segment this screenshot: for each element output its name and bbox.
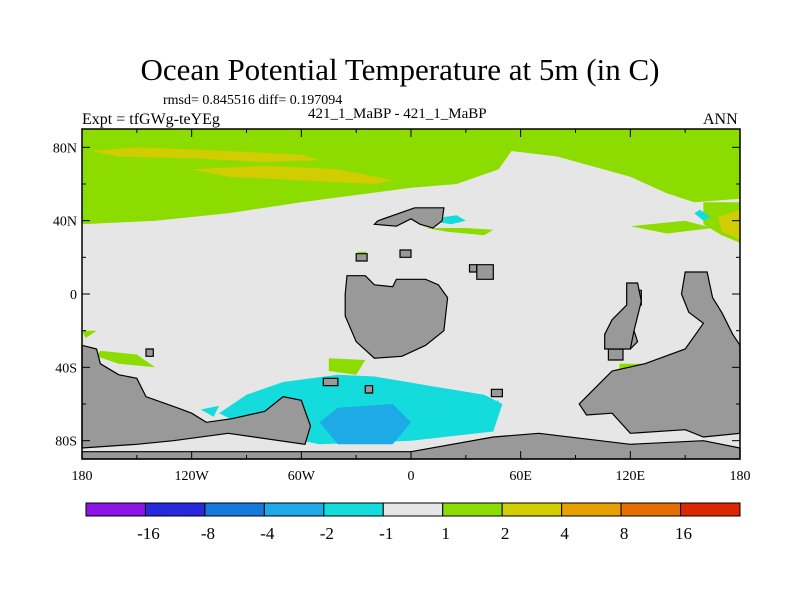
colorbar-swatch: [680, 502, 741, 517]
land-east-thin-land: [604, 282, 642, 350]
colorbar-swatch: [263, 502, 325, 517]
region-south-cyan-small: [200, 405, 220, 417]
colorbar-label: -8: [201, 524, 215, 543]
colorbar-swatch: [501, 502, 563, 517]
colorbar-label: -16: [137, 524, 160, 543]
region-north-green-strip: [425, 228, 494, 236]
land-southeast-land: [578, 271, 741, 438]
land-island-chain: [476, 264, 494, 280]
region-north-green-strip-2: [630, 220, 713, 234]
y-tick-label: 80S: [55, 435, 77, 450]
x-tick-label: 120W: [175, 469, 210, 484]
colorbar-swatch: [323, 502, 384, 517]
colorbar-label: 8: [620, 524, 629, 543]
y-tick-label: 40N: [53, 215, 77, 230]
colorbar-label: 1: [441, 524, 450, 543]
colorbar-swatch: [204, 502, 265, 517]
x-tick-label: 180: [730, 469, 751, 484]
land-southwest-land: [81, 344, 312, 449]
colorbar-swatch: [382, 502, 444, 517]
land-island-small-4: [145, 348, 154, 357]
land-south-island-3: [490, 388, 503, 398]
region-south-pacific-green-1: [82, 330, 97, 338]
land-east-island-1: [607, 348, 624, 361]
region-north-cyan-1: [694, 209, 711, 221]
region-south-pacific-green-2: [96, 350, 156, 368]
land-south-island-1: [322, 377, 339, 387]
x-tick-label: 0: [408, 469, 415, 484]
land-small-island-1: [355, 253, 368, 262]
chart-title: Ocean Potential Temperature at 5m (in C): [140, 52, 660, 87]
region-south-atlantic-green: [328, 358, 366, 375]
colorbar-swatch: [561, 502, 622, 517]
colorbar-swatch: [620, 502, 682, 517]
land-africa-like: [344, 275, 449, 359]
colorbar-label: -2: [320, 524, 334, 543]
colorbar-label: 16: [675, 524, 692, 543]
land-small-island-2: [399, 249, 412, 258]
colorbar-swatch: [144, 502, 206, 517]
stats-line: rmsd= 0.845516 diff= 0.197094: [163, 93, 343, 108]
x-tick-label: 120E: [616, 469, 646, 484]
colorbar-swatch: [85, 502, 146, 517]
x-tick-label: 60E: [509, 469, 532, 484]
colorbar-label: -1: [379, 524, 393, 543]
region-north-cyan-2: [440, 215, 466, 225]
region-north-pacific-warm-2: [191, 165, 393, 184]
chart-subtitle: 421_1_MaBP - 421_1_MaBP: [308, 106, 487, 122]
x-tick-label: 60W: [288, 469, 316, 484]
region-southern-ocean-blue: [319, 404, 411, 445]
colorbar-label: 2: [501, 524, 510, 543]
region-south-cyan-small-2: [487, 400, 499, 414]
y-tick-label: 0: [70, 288, 77, 303]
land-north-landmass: [373, 207, 445, 229]
region-north-pacific-warm-1: [91, 147, 320, 162]
land-small-island-3: [468, 264, 478, 273]
y-tick-label: 80N: [53, 141, 77, 156]
land-south-island-2: [364, 385, 374, 394]
experiment-label: Expt = tfGWg-teYEg: [82, 111, 220, 128]
x-tick-label: 180: [72, 469, 93, 484]
season-label: ANN: [703, 111, 738, 128]
colorbar-label: 4: [560, 524, 569, 543]
colorbar-label: -4: [260, 524, 275, 543]
y-tick-label: 40S: [55, 361, 77, 376]
region-east-margin-yellow: [718, 209, 740, 239]
colorbar-swatch: [442, 502, 503, 517]
